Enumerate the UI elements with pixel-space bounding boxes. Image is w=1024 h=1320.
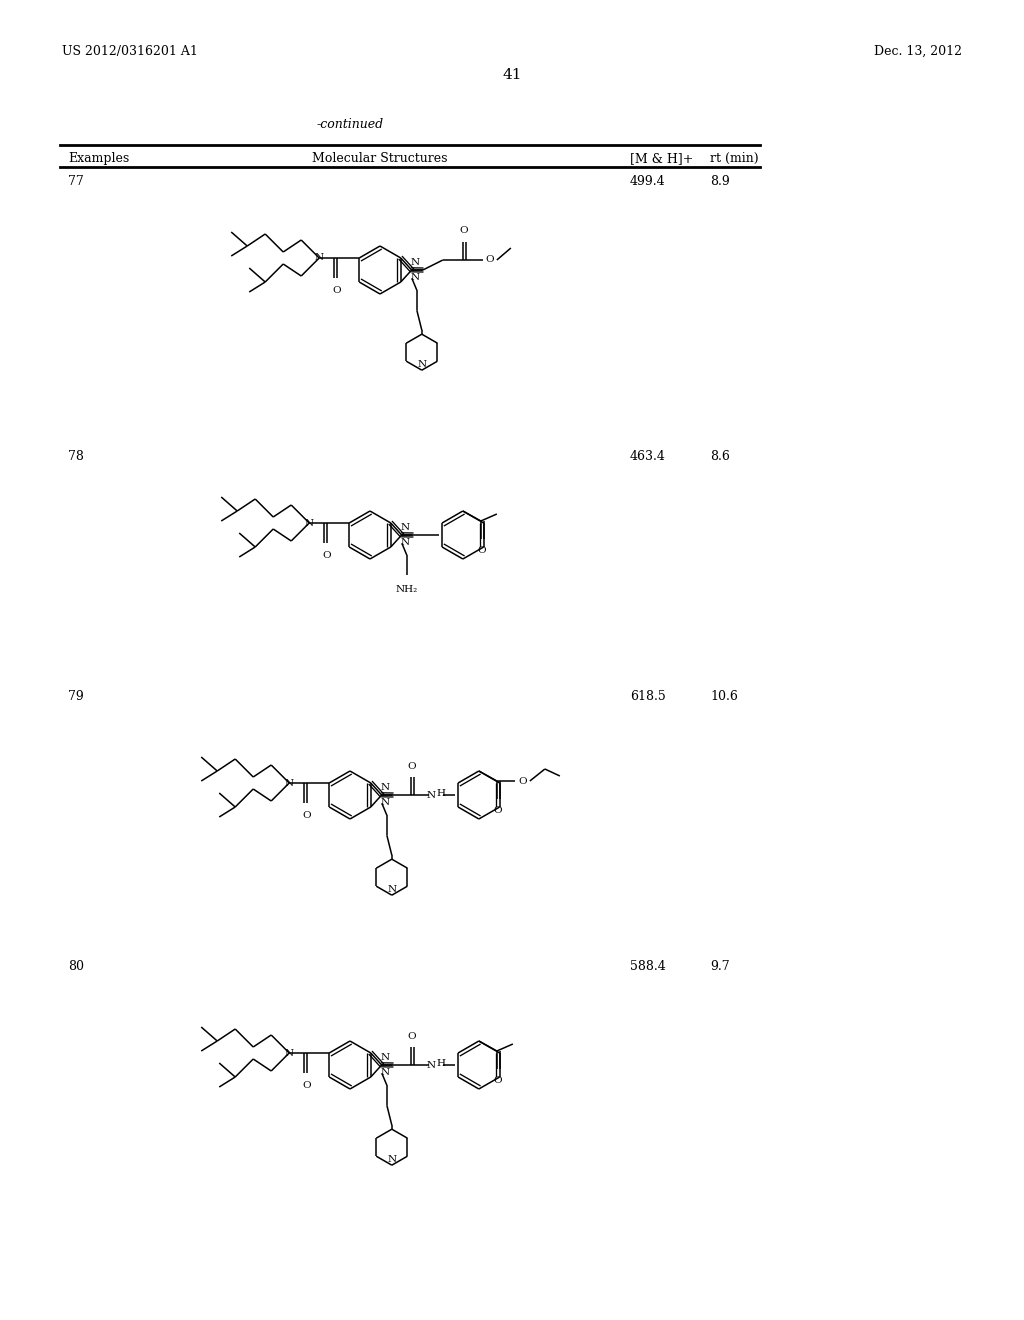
Text: O: O <box>477 546 486 554</box>
Text: 41: 41 <box>502 69 522 82</box>
Text: N: N <box>305 519 313 528</box>
Text: Molecular Structures: Molecular Structures <box>312 152 447 165</box>
Text: N: N <box>285 779 294 788</box>
Text: N: N <box>314 253 324 263</box>
Text: 463.4: 463.4 <box>630 450 666 463</box>
Text: O: O <box>494 807 502 814</box>
Text: O: O <box>332 286 341 294</box>
Text: N: N <box>411 273 420 281</box>
Text: rt (min): rt (min) <box>710 152 759 165</box>
Text: N: N <box>426 791 435 800</box>
Text: O: O <box>485 256 495 264</box>
Text: N: N <box>380 783 389 792</box>
Text: O: O <box>518 776 527 785</box>
Text: N: N <box>426 1060 435 1069</box>
Text: US 2012/0316201 A1: US 2012/0316201 A1 <box>62 45 198 58</box>
Text: Examples: Examples <box>68 152 129 165</box>
Text: -continued: -continued <box>316 117 384 131</box>
Text: N: N <box>411 259 420 268</box>
Text: 9.7: 9.7 <box>710 960 730 973</box>
Text: O: O <box>460 226 468 235</box>
Text: 618.5: 618.5 <box>630 690 666 704</box>
Text: NH₂: NH₂ <box>395 585 418 594</box>
Text: 77: 77 <box>68 176 84 187</box>
Text: N: N <box>380 1053 389 1063</box>
Text: N: N <box>380 797 389 807</box>
Text: 8.6: 8.6 <box>710 450 730 463</box>
Text: O: O <box>302 810 310 820</box>
Text: N: N <box>380 1068 389 1077</box>
Text: Dec. 13, 2012: Dec. 13, 2012 <box>874 45 962 58</box>
Text: O: O <box>408 1032 416 1041</box>
Text: 10.6: 10.6 <box>710 690 738 704</box>
Text: O: O <box>322 550 331 560</box>
Text: N: N <box>387 886 396 894</box>
Text: O: O <box>302 1081 310 1090</box>
Text: O: O <box>408 762 416 771</box>
Text: N: N <box>285 1048 294 1057</box>
Text: 588.4: 588.4 <box>630 960 666 973</box>
Text: O: O <box>494 1076 502 1085</box>
Text: N: N <box>387 1155 396 1164</box>
Text: N: N <box>417 360 426 370</box>
Text: 499.4: 499.4 <box>630 176 666 187</box>
Text: 80: 80 <box>68 960 84 973</box>
Text: N: N <box>400 537 410 546</box>
Text: H: H <box>437 1059 445 1068</box>
Text: [M & H]+: [M & H]+ <box>630 152 693 165</box>
Text: 8.9: 8.9 <box>710 176 730 187</box>
Text: 78: 78 <box>68 450 84 463</box>
Text: 79: 79 <box>68 690 84 704</box>
Text: H: H <box>437 788 445 797</box>
Text: N: N <box>400 523 410 532</box>
